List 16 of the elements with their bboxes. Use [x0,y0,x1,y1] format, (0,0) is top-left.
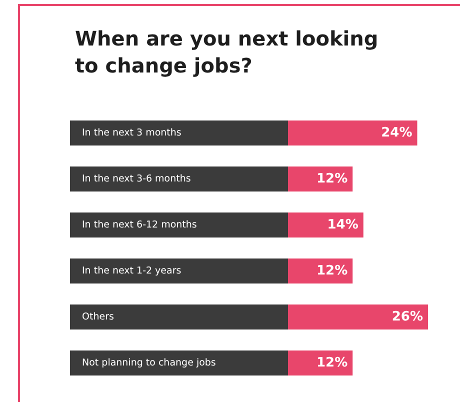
y-tick-label: In the next 3 months [82,128,182,138]
y-tick-label: In the next 1-2 years [82,266,182,276]
bar [288,166,353,192]
data-label: 12% [316,264,348,278]
data-label: 12% [316,172,348,186]
data-label: 26% [392,310,423,324]
data-label: 14% [327,218,358,232]
y-tick-label: In the next 6-12 months [82,220,197,230]
y-tick-label: In the next 3-6 months [82,174,191,184]
chart-title: When are you next looking to change jobs? [75,26,386,78]
bar [288,350,353,376]
data-label: 24% [381,126,412,140]
data-label: 12% [316,356,348,370]
y-tick-label: Not planning to change jobs [82,358,216,368]
y-tick-label: Others [82,312,114,322]
bar [288,258,353,284]
